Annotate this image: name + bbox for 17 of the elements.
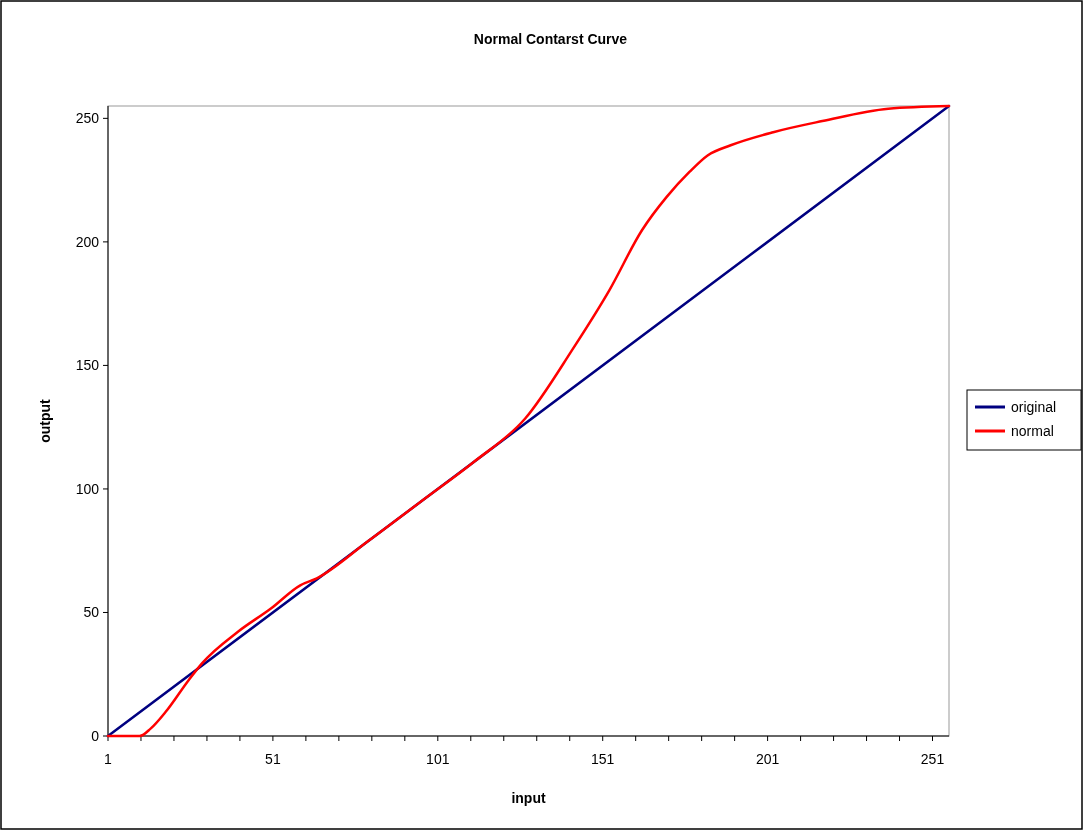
y-tick-label: 200 xyxy=(75,233,100,250)
y-tick-label: 250 xyxy=(75,110,100,127)
x-tick-label: 151 xyxy=(591,751,615,767)
x-tick-label: 51 xyxy=(265,751,281,767)
y-tick-label: 150 xyxy=(75,357,100,374)
x-axis-title: input xyxy=(511,790,546,806)
y-tick-label: 50 xyxy=(83,604,100,621)
legend-label: original xyxy=(1011,398,1057,415)
x-tick-label: 101 xyxy=(426,751,450,767)
y-tick-label: 0 xyxy=(91,727,100,744)
y-tick-label: 100 xyxy=(75,480,100,497)
x-tick-label: 1 xyxy=(104,751,113,767)
legend-label: normal xyxy=(1011,422,1054,439)
y-axis-title: output xyxy=(37,398,53,443)
chart-title: Normal Contarst Curve xyxy=(473,31,628,47)
x-tick-label: 251 xyxy=(920,751,945,767)
x-tick-label: 201 xyxy=(755,751,780,767)
